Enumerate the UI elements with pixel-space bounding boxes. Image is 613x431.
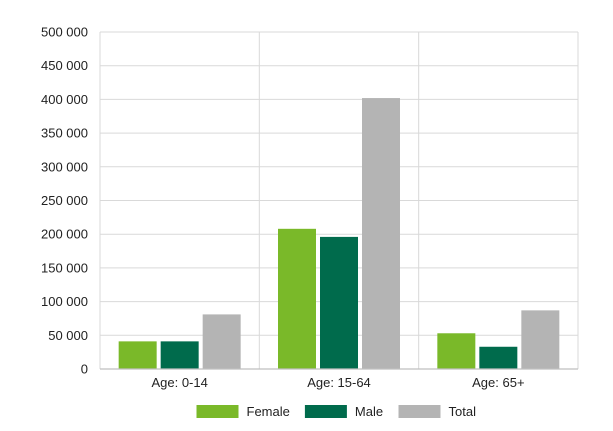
bar-male-2	[320, 236, 358, 369]
legend-label-male: Male	[355, 404, 383, 419]
bar-female-3	[437, 333, 476, 369]
bar-female-1	[118, 341, 157, 369]
y-tick-label: 150 000	[41, 260, 88, 275]
bar-total-2	[362, 98, 400, 369]
legend: Female Male Total	[196, 404, 477, 419]
y-tick-label: 350 000	[41, 126, 88, 141]
x-category-label: Age: 65+	[472, 375, 524, 390]
bar-male-1	[160, 341, 199, 369]
bar-female-2	[278, 228, 316, 369]
y-tick-label: 50 000	[48, 328, 88, 343]
y-tick-label: 400 000	[41, 92, 88, 107]
y-tick-label: 500 000	[41, 25, 88, 40]
y-tick-label: 100 000	[41, 294, 88, 309]
y-tick-label: 250 000	[41, 193, 88, 208]
x-category-label: Age: 15-64	[307, 375, 371, 390]
bar-male-3	[479, 346, 518, 369]
bar-total-3	[521, 310, 560, 369]
y-axis-tick-labels: 0 50 000 100 000 150 000 200 000 250 000 300 0…	[41, 25, 88, 377]
legend-label-total: Total	[449, 404, 477, 419]
bar-total-1	[202, 314, 241, 369]
y-tick-label: 200 000	[41, 227, 88, 242]
legend-swatch-female	[196, 405, 239, 418]
y-tick-label: 300 000	[41, 159, 88, 174]
bars	[118, 98, 560, 369]
x-category-label: Age: 0-14	[151, 375, 207, 390]
y-tick-label: 0	[81, 362, 88, 377]
y-tick-label: 450 000	[41, 58, 88, 73]
legend-label-female: Female	[247, 404, 290, 419]
legend-swatch-male	[304, 405, 347, 418]
gridlines	[99, 31, 579, 369]
x-axis-category-labels: Age: 0-14 Age: 15-64 Age: 65+	[151, 375, 524, 390]
legend-swatch-total	[398, 405, 441, 418]
